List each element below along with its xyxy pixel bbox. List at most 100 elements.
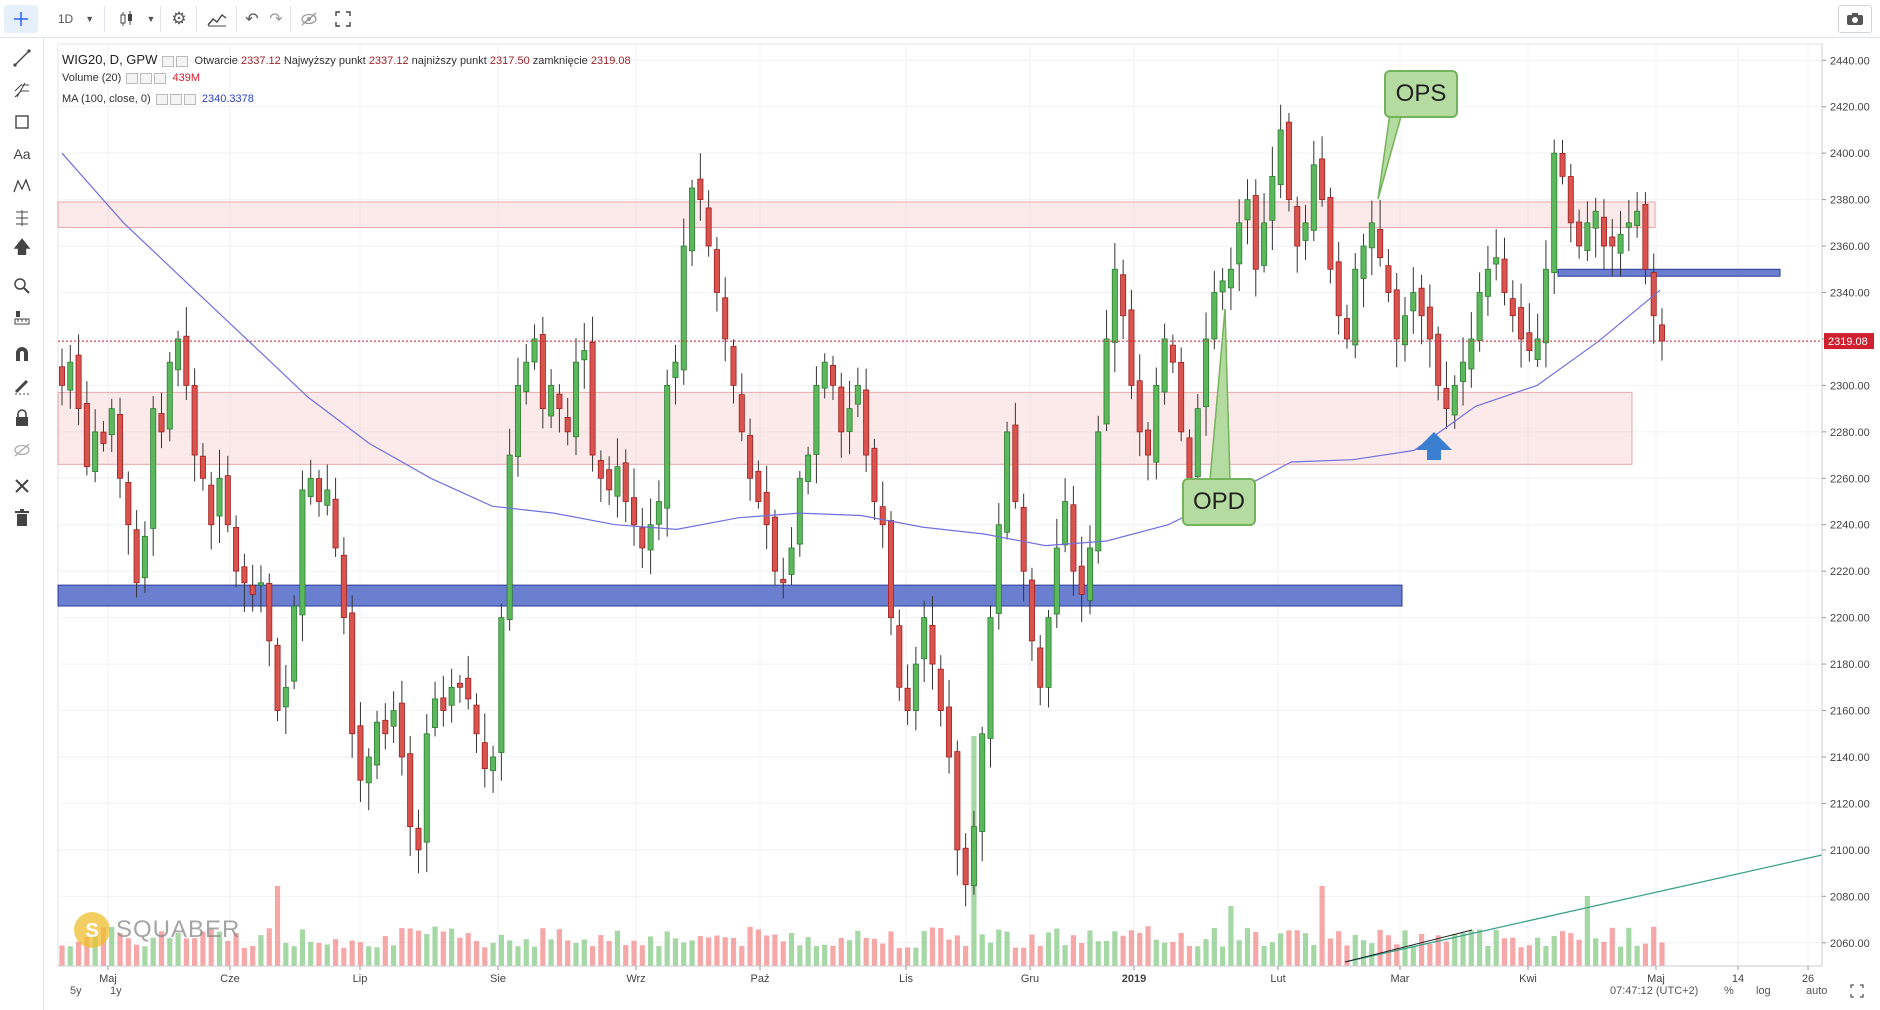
candle-body <box>581 350 588 361</box>
rectangle-icon[interactable] <box>8 108 36 136</box>
price-axis[interactable]: 2440.00 2420.00 2400.00 2380.00 2360.00 2340.… <box>1821 44 1874 966</box>
volume-bar <box>515 946 521 966</box>
settings-mini-icon[interactable] <box>169 93 182 105</box>
chevron-down-icon[interactable]: ▼ <box>146 14 156 24</box>
candle-body <box>1534 338 1541 360</box>
candle-body <box>1136 380 1143 433</box>
candle-body <box>813 384 820 455</box>
indicators-icon[interactable] <box>202 5 232 33</box>
candle-body <box>490 756 497 772</box>
volume-bar <box>987 942 994 966</box>
volume-bar <box>1601 941 1607 966</box>
volume-bar <box>1120 935 1126 966</box>
prediction-icon[interactable] <box>8 204 36 232</box>
candle-body <box>597 460 604 479</box>
candle-body <box>1120 274 1127 317</box>
candle-body <box>473 704 480 735</box>
volume-bar <box>1501 938 1508 966</box>
candle-body <box>1244 199 1251 221</box>
ma-label[interactable]: MA (100, close, 0) <box>62 93 151 105</box>
volume-bar <box>1211 927 1217 966</box>
volume-bar <box>258 935 264 966</box>
candle-body <box>1178 361 1185 433</box>
volume-bar <box>581 939 587 966</box>
candles-icon[interactable] <box>110 5 144 33</box>
text-icon[interactable]: Aa <box>13 146 31 162</box>
volume-bar <box>606 940 612 966</box>
fullscreen-icon[interactable] <box>1850 984 1864 1001</box>
settings-mini-icon[interactable] <box>162 55 175 67</box>
eye-mini-icon[interactable] <box>155 93 168 105</box>
opd-callout: OPD <box>1182 478 1256 526</box>
camera-icon[interactable] <box>1838 5 1872 33</box>
gear-icon[interactable]: ⚙ <box>171 9 187 28</box>
volume-bar <box>1418 933 1425 966</box>
volume-bar <box>656 946 662 966</box>
candle-body <box>390 710 397 727</box>
candle-body <box>1443 387 1450 410</box>
pitchfork-icon[interactable] <box>8 76 36 104</box>
candle-body <box>1028 579 1035 642</box>
zoom-icon[interactable] <box>8 272 36 300</box>
volume-bar <box>531 946 538 966</box>
candle-body <box>340 554 347 619</box>
undo-icon[interactable]: ↶ <box>245 11 259 28</box>
lock-icon[interactable] <box>8 404 36 432</box>
redo-icon[interactable]: ↷ <box>269 11 283 28</box>
log-button[interactable]: log <box>1756 985 1771 997</box>
volume-bar <box>1535 937 1541 966</box>
pencil-lock-icon[interactable] <box>8 372 36 400</box>
trend-line-icon[interactable] <box>8 44 36 72</box>
candle-body <box>863 389 870 456</box>
candle-body <box>1368 222 1375 249</box>
candle-body <box>150 408 157 529</box>
volume-bar <box>1559 931 1566 966</box>
crosshair-icon[interactable] <box>4 5 38 33</box>
magnet-icon[interactable] <box>8 340 36 368</box>
eye-mini-icon[interactable] <box>126 72 139 84</box>
candle-body <box>224 475 231 526</box>
candle-body <box>1509 298 1516 317</box>
trash-icon[interactable] <box>8 504 36 532</box>
candle-body <box>821 361 828 389</box>
auto-button[interactable]: auto <box>1806 985 1828 997</box>
candle-body <box>1642 203 1649 270</box>
candle-body <box>1518 307 1525 340</box>
fullscreen-icon[interactable] <box>328 5 358 33</box>
pattern-icon[interactable] <box>8 172 36 200</box>
ma-value: 2340.3378 <box>201 93 254 105</box>
candle-body <box>1012 424 1019 502</box>
last-price-badge <box>1824 333 1874 350</box>
candle-body <box>456 682 463 688</box>
arrow-up-icon[interactable]: 🡅 <box>12 237 32 257</box>
volume-bar <box>1103 941 1110 966</box>
candle-body <box>829 364 836 386</box>
tools-icon[interactable] <box>8 472 36 500</box>
close-mini-icon[interactable] <box>183 93 196 105</box>
range-5y-button[interactable]: 5y <box>70 985 82 997</box>
volume-bar <box>1651 926 1657 966</box>
time-tick-label: Lut <box>1270 973 1285 985</box>
time-axis[interactable]: Maj Cze Lip Sie Wrz Paź Lis Gru 2019 Lut Mar Kwi Maj… <box>58 965 1822 985</box>
candle-body <box>1393 289 1400 340</box>
legend-symbol[interactable]: WIG20, D, GPW <box>62 52 158 67</box>
volume-label[interactable]: Volume (20) <box>62 72 122 84</box>
percent-button[interactable]: % <box>1724 985 1734 997</box>
volume-bar <box>457 937 463 966</box>
interval-selector[interactable]: 1D ▼ <box>52 5 100 33</box>
hide-drawings-icon[interactable] <box>294 5 324 33</box>
volume-bar <box>299 929 306 966</box>
settings-mini-icon[interactable] <box>140 72 153 84</box>
volume-bar <box>1543 945 1549 966</box>
eye-hide-icon[interactable] <box>8 436 36 464</box>
volume-bar <box>332 939 339 966</box>
close-mini-icon[interactable] <box>176 55 189 67</box>
close-mini-icon[interactable] <box>154 72 167 84</box>
candle-body <box>249 585 256 595</box>
measure-icon[interactable] <box>8 304 36 332</box>
volume-bar <box>855 930 861 966</box>
range-1y-button[interactable]: 1y <box>110 985 122 997</box>
candle-body <box>191 385 198 456</box>
plot-frame <box>57 43 1823 967</box>
